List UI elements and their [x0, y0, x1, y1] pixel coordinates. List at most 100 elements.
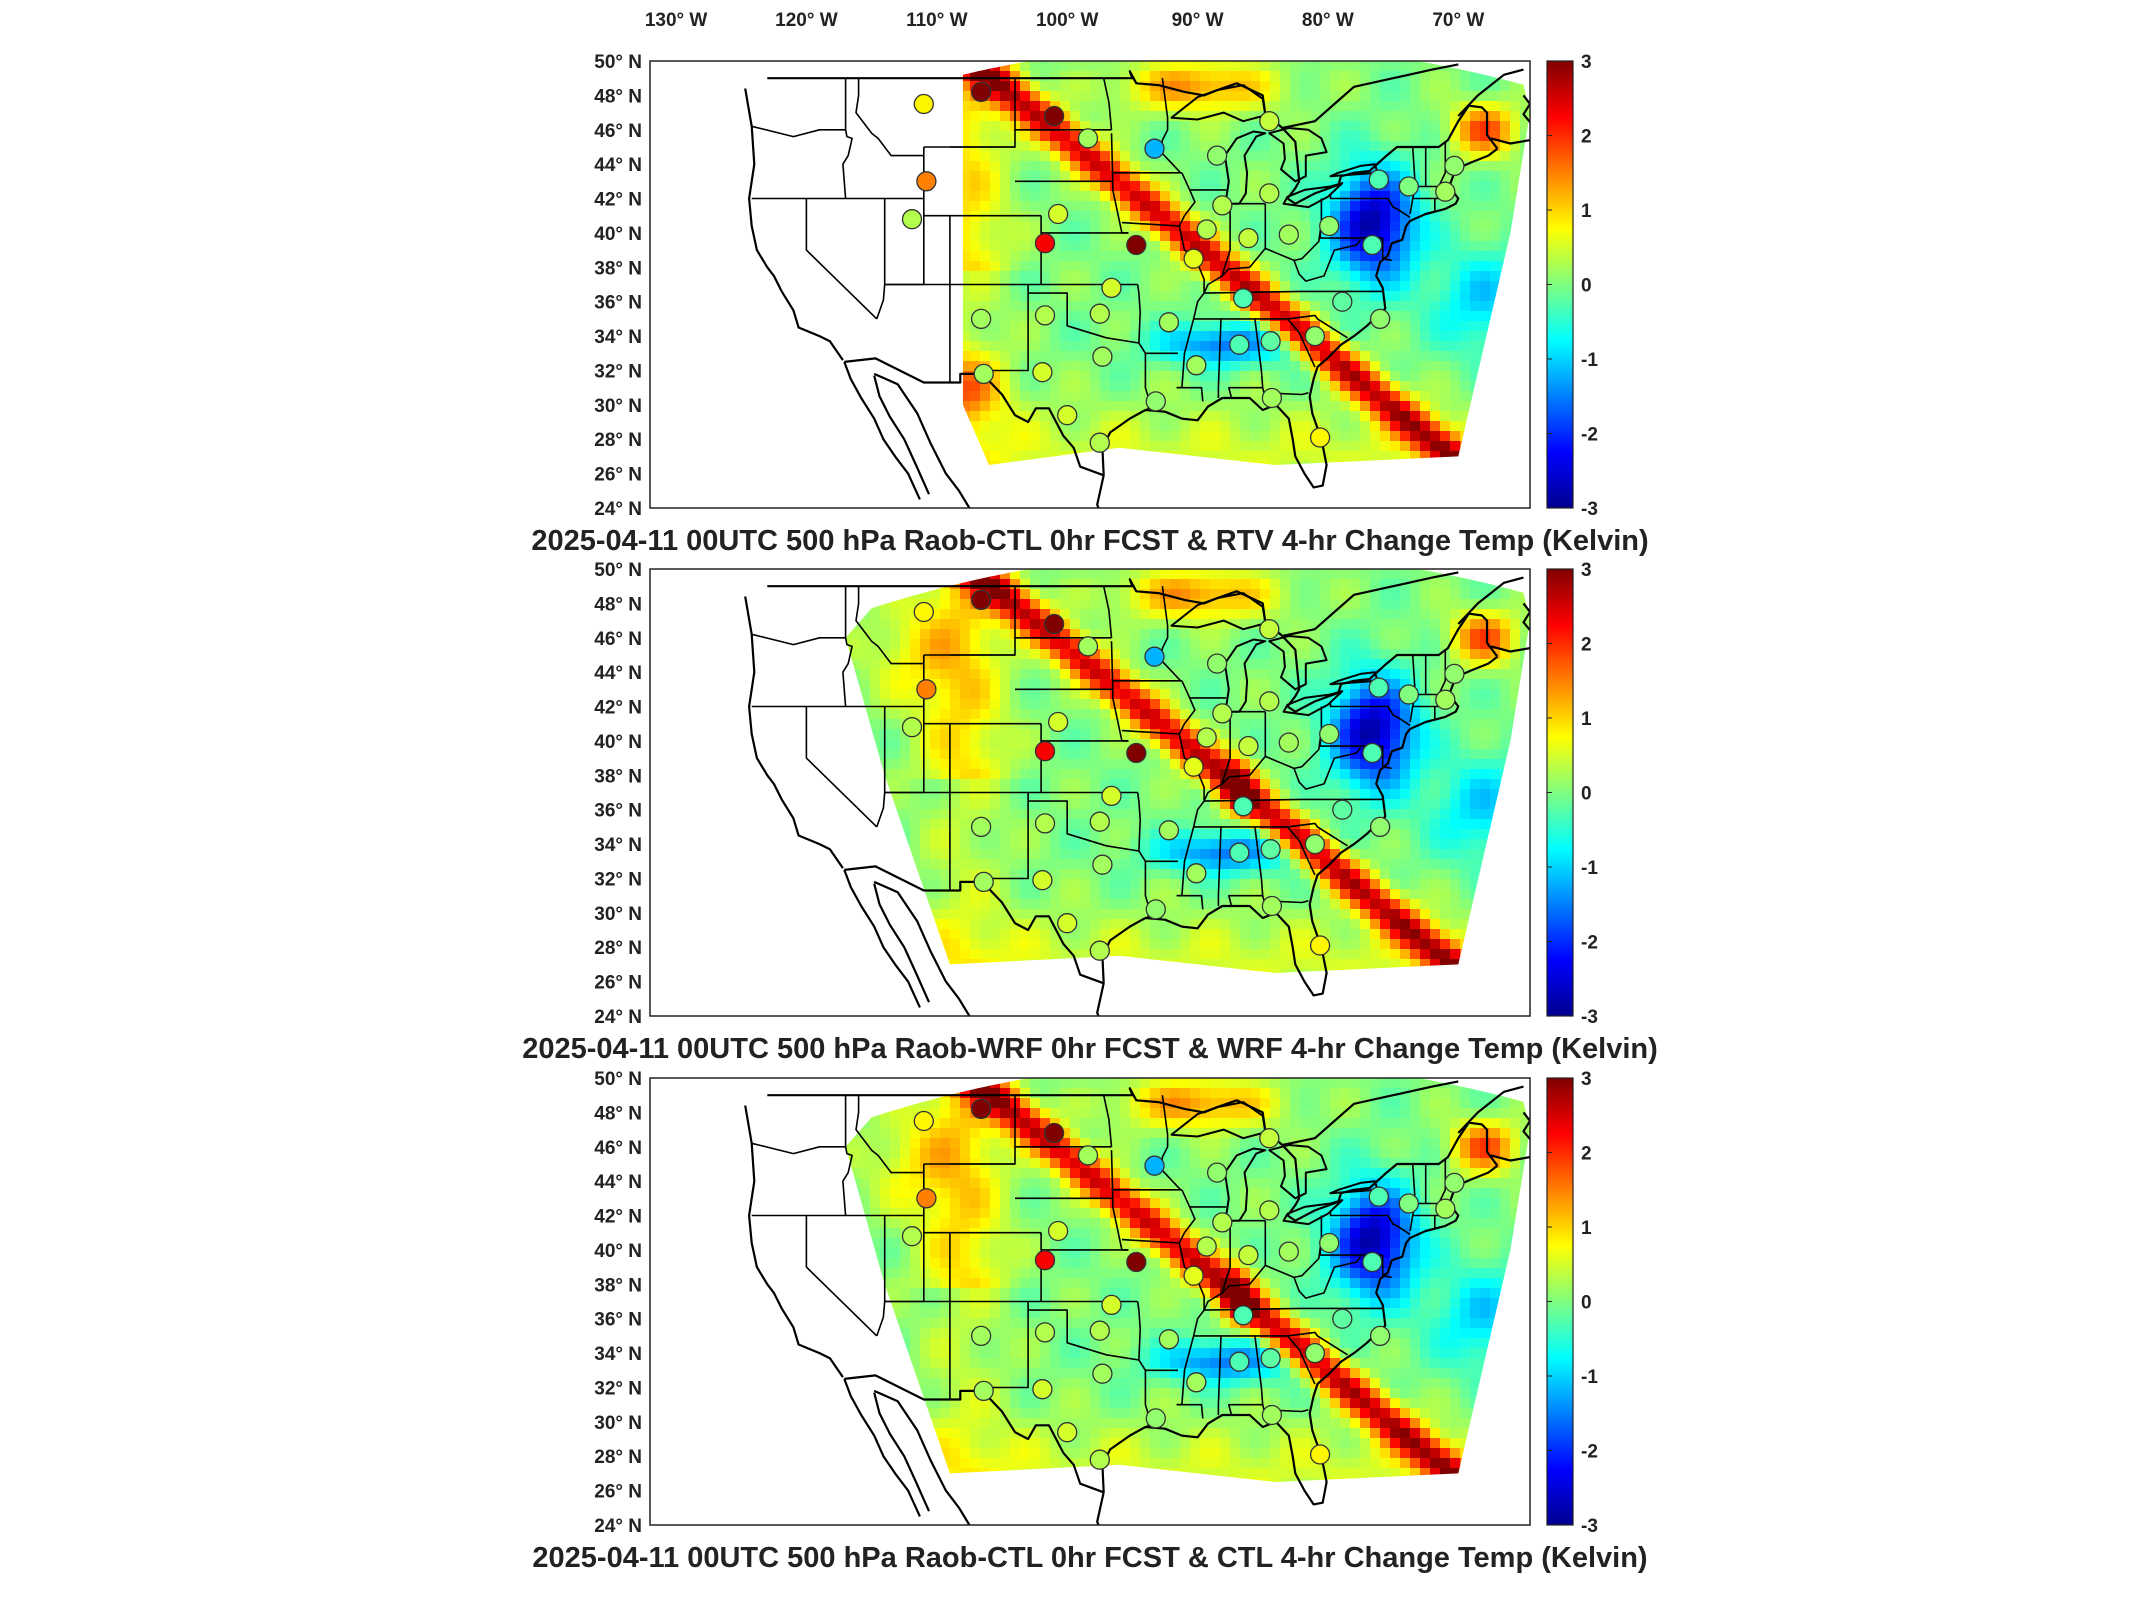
station-marker [1092, 1363, 1113, 1384]
lat-tick-label: 48° N [594, 86, 642, 107]
station-marker [1089, 811, 1110, 832]
map-frame [649, 568, 1531, 1017]
station-marker [1206, 1162, 1228, 1183]
lat-tick-label: 30° N [594, 1413, 642, 1434]
station-marker [1444, 663, 1465, 685]
station-marker [1057, 913, 1078, 934]
lat-tick-label: 46° N [594, 629, 642, 650]
station-marker [1369, 308, 1391, 330]
lat-tick-label: 48° N [594, 1103, 642, 1124]
station-marker [1144, 646, 1165, 667]
station-marker [901, 209, 923, 230]
lat-tick-label: 50° N [594, 1069, 642, 1090]
station-marker [1368, 169, 1389, 190]
lat-tick-label: 26° N [594, 465, 642, 486]
station-marker [1196, 219, 1217, 240]
panel-title: 2025-04-11 00UTC 500 hPa Raob-CTL 0hr FC… [531, 525, 1648, 557]
station-marker [1260, 331, 1281, 352]
station-marker [1233, 288, 1254, 309]
colorbar-tick-label: -2 [1581, 933, 1598, 954]
lat-tick-label: 32° N [594, 870, 642, 891]
station-marker [1259, 619, 1280, 640]
lat-tick-label: 46° N [594, 1138, 642, 1159]
station-marker [1057, 405, 1078, 426]
station-marker [1196, 727, 1217, 748]
station-marker [1183, 248, 1204, 269]
station-marker [1186, 1372, 1207, 1393]
station-marker [1077, 128, 1099, 149]
station-marker [1332, 799, 1353, 820]
map-panel: 50° N 48° N 46° N 44° N 42° N 40° N 38° N 36° N… [532, 1069, 1647, 1574]
lat-tick-label: 42° N [594, 1207, 642, 1228]
station-marker [973, 363, 994, 385]
lon-tick-label: 70° W [1432, 10, 1484, 31]
station-marker [1259, 183, 1280, 204]
colorbar-tick-label: -2 [1581, 1442, 1598, 1463]
station-marker [1229, 334, 1250, 355]
station-marker [1362, 1251, 1383, 1273]
station-marker [970, 308, 992, 330]
station-marker [1206, 145, 1228, 166]
station-marker [973, 871, 994, 893]
lat-tick-label: 40° N [594, 1241, 642, 1262]
station-marker [1186, 863, 1207, 884]
raob-stations [901, 1098, 1465, 1470]
station-marker [1092, 854, 1113, 875]
latitude-axis: 50° N 48° N 46° N 44° N 42° N 40° N 38° N 36° N… [594, 1069, 642, 1537]
station-marker [901, 1226, 923, 1247]
lon-tick-label: 120° W [775, 10, 838, 31]
colorbar-tick-label: -1 [1581, 858, 1598, 879]
station-marker [1362, 234, 1383, 256]
station-marker [973, 1380, 994, 1402]
station-marker [1309, 427, 1331, 448]
station-marker [1261, 387, 1283, 409]
station-marker [1186, 355, 1207, 376]
colorbar-tick-label: 0 [1581, 784, 1592, 805]
station-marker [1260, 1348, 1281, 1369]
station-marker [1206, 653, 1228, 674]
station-marker [1435, 1198, 1456, 1219]
lat-tick-label: 30° N [594, 904, 642, 925]
station-marker [1368, 1186, 1389, 1207]
station-marker [1278, 732, 1299, 753]
station-marker [1212, 195, 1233, 216]
station-marker [1238, 735, 1259, 757]
colorbar-tick-label: 1 [1581, 709, 1592, 730]
lat-tick-label: 42° N [594, 698, 642, 719]
station-marker [1259, 1200, 1280, 1221]
station-marker [1034, 1250, 1056, 1271]
station-marker [1057, 1422, 1078, 1443]
station-marker [1034, 813, 1056, 834]
station-marker [1212, 703, 1233, 724]
lat-tick-label: 32° N [594, 1379, 642, 1400]
panel-title: 2025-04-11 00UTC 500 hPa Raob-WRF 0hr FC… [522, 1033, 1658, 1065]
colorbar-tick-label: 2 [1581, 127, 1592, 148]
station-marker [1158, 312, 1180, 333]
station-marker [1089, 1320, 1110, 1341]
lat-tick-label: 24° N [594, 1007, 642, 1028]
station-marker [1034, 741, 1056, 762]
station-marker [1089, 940, 1110, 961]
station-marker [1032, 362, 1053, 383]
station-marker [970, 1325, 992, 1347]
station-marker [1278, 1241, 1299, 1262]
station-marker [1261, 895, 1283, 917]
station-marker [1369, 816, 1391, 838]
station-marker [1278, 224, 1299, 245]
lat-tick-label: 42° N [594, 190, 642, 211]
lat-tick-label: 24° N [594, 1516, 642, 1537]
station-marker [1304, 833, 1326, 855]
station-marker [916, 679, 937, 700]
latitude-axis: 50° N 48° N 46° N 44° N 42° N 40° N 38° N 36° N… [594, 52, 642, 520]
temperature-change-field [962, 61, 1530, 466]
station-marker [916, 1188, 937, 1209]
map-frame [649, 60, 1531, 509]
colorbar-tick-label: 0 [1581, 1293, 1592, 1314]
station-marker [1047, 203, 1069, 225]
station-marker [1259, 691, 1280, 712]
station-marker [970, 589, 992, 611]
station-marker [1304, 325, 1326, 347]
lat-tick-label: 46° N [594, 121, 642, 142]
lat-tick-label: 32° N [594, 362, 642, 383]
lat-tick-label: 44° N [594, 1172, 642, 1193]
